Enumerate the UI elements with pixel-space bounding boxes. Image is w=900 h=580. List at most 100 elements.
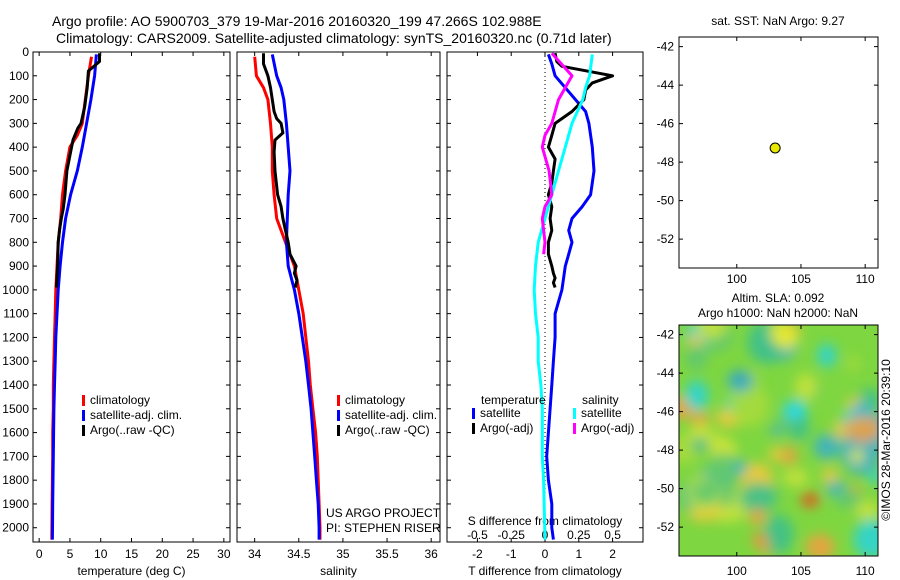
sal-xtick-label: 34.5: [287, 547, 311, 561]
temp-legend-label: climatology: [90, 393, 150, 407]
altimetry-blob: [769, 426, 783, 436]
altimetry-blob: [691, 479, 720, 505]
salinity-diff-tick-label: -0.5: [467, 528, 488, 542]
depth-tick-label: 200: [9, 93, 29, 107]
altimetry-blob: [846, 355, 860, 372]
figure-title-line2: Climatology: CARS2009. Satellite-adjuste…: [56, 30, 612, 46]
argo-position-marker: [769, 142, 781, 154]
diff-xtick-label: -2: [472, 547, 483, 561]
sal-legend-label: satellite-adj. clim.: [345, 408, 437, 422]
sal-legend-label: Argo(..raw -QC): [345, 423, 430, 437]
altimetry-blob: [853, 519, 878, 556]
sst-ytick-label: -42: [657, 40, 675, 54]
altimetry-blob: [733, 460, 748, 474]
altimetry-blobs: [679, 325, 878, 556]
diff-xtick-label: 1: [575, 547, 582, 561]
sst-xtick-label: 100: [727, 272, 747, 286]
altimetry-blob: [697, 325, 727, 340]
altimetry-blob: [776, 413, 792, 431]
sal-xtick-label: 36: [424, 547, 438, 561]
altimetry-blob: [805, 534, 835, 556]
altimetry-blob: [817, 343, 837, 368]
diff-legend-header: salinity: [582, 393, 619, 407]
sst-ytick-label: -46: [657, 117, 675, 131]
sst-ytick-label: -52: [657, 232, 675, 246]
diff-legend-swatch: [573, 423, 576, 434]
altimetry-blob: [795, 373, 818, 401]
alt-ytick-label: -42: [657, 328, 675, 342]
depth-tick-label: 400: [9, 140, 29, 154]
sst-xtick-label: 110: [856, 272, 875, 286]
diff-xtick-label: -1: [506, 547, 517, 561]
alt-ytick-label: -52: [657, 520, 675, 534]
sal-legend-label: climatology: [345, 393, 405, 407]
temp-xtick-label: 15: [125, 547, 139, 561]
altimetry-blob: [686, 334, 705, 347]
sst-map-title: sat. SST: NaN Argo: 9.27: [711, 14, 845, 28]
sst-xtick-label: 105: [791, 272, 811, 286]
diff-xtick-label: 0: [542, 547, 549, 561]
sal-legend-swatch: [337, 395, 340, 406]
temp-legend-swatch: [82, 395, 85, 406]
altimetry-subtitle: Argo h1000: NaN h2000: NaN: [698, 306, 858, 320]
depth-tick-label: 800: [9, 235, 29, 249]
altimetry-feature: [783, 400, 807, 420]
depth-tick-label: 700: [9, 212, 29, 226]
altimetry-blob: [867, 470, 878, 484]
temp-xtick-label: 5: [67, 547, 74, 561]
altimetry-blob: [749, 508, 767, 525]
temp-legend-label: Argo(..raw -QC): [90, 423, 175, 437]
depth-tick-label: 100: [9, 69, 29, 83]
altimetry-blob: [716, 510, 734, 524]
temp-xlabel: temperature (deg C): [77, 564, 185, 578]
temp-legend-swatch: [82, 410, 85, 421]
sal-series-line: [253, 56, 322, 540]
sal-xlabel: salinity: [320, 564, 357, 578]
altimetry-feature: [801, 492, 819, 508]
temp-legend-label: satellite-adj. clim.: [90, 408, 182, 422]
sal-series-line: [262, 53, 299, 288]
diff-xtick-label: 2: [609, 547, 616, 561]
altimetry-blob: [833, 488, 862, 509]
sst-ytick-label: -48: [657, 155, 675, 169]
depth-tick-label: 1500: [2, 402, 29, 416]
altimetry-blob: [781, 446, 798, 466]
altimetry-feature: [731, 370, 749, 386]
diff-series-line: [532, 54, 594, 540]
altimetry-blob: [822, 468, 838, 484]
depth-tick-label: 900: [9, 259, 29, 273]
diff-legend-label: satellite: [581, 406, 622, 420]
sal-series-line: [270, 54, 321, 540]
altimetry-heatmap: [679, 325, 878, 556]
diff-legend-label: Argo(-adj): [581, 421, 634, 435]
depth-tick-label: 2000: [2, 521, 29, 535]
salinity-annotation: US ARGO PROJECT: [326, 506, 441, 520]
altimetry-blob: [855, 500, 878, 521]
altimetry-feature: [692, 438, 708, 452]
depth-tick-label: 500: [9, 164, 29, 178]
depth-tick-label: 1600: [2, 426, 29, 440]
altimetry-blob: [739, 482, 774, 515]
diff-series-line: [545, 53, 596, 540]
altimetry-blob: [684, 380, 709, 411]
temp-xtick-label: 20: [156, 547, 170, 561]
sal-xtick-label: 35: [336, 547, 350, 561]
depth-tick-label: 1000: [2, 283, 29, 297]
diff-legend-label: Argo(-adj): [480, 421, 533, 435]
temp-xtick-label: 0: [36, 547, 43, 561]
altimetry-blob: [706, 452, 744, 488]
sal-legend-swatch: [337, 410, 340, 421]
depth-tick-label: 1400: [2, 378, 29, 392]
altimetry-feature: [852, 402, 872, 418]
altimetry-feature: [752, 533, 768, 547]
temp-series-line: [54, 53, 101, 288]
altimetry-blob: [787, 412, 810, 441]
alt-ytick-label: -50: [657, 482, 675, 496]
depth-tick-label: 1800: [2, 473, 29, 487]
altimetry-frame: [678, 324, 879, 557]
alt-xtick-label: 110: [856, 564, 875, 578]
imos-timestamp-label: ©IMOS 28-Mar-2016 20:39:10: [879, 359, 893, 521]
figure-title-line1: Argo profile: AO 5900703_379 19-Mar-2016…: [52, 13, 542, 29]
alt-ytick-label: -44: [657, 366, 675, 380]
depth-tick-label: 1900: [2, 497, 29, 511]
